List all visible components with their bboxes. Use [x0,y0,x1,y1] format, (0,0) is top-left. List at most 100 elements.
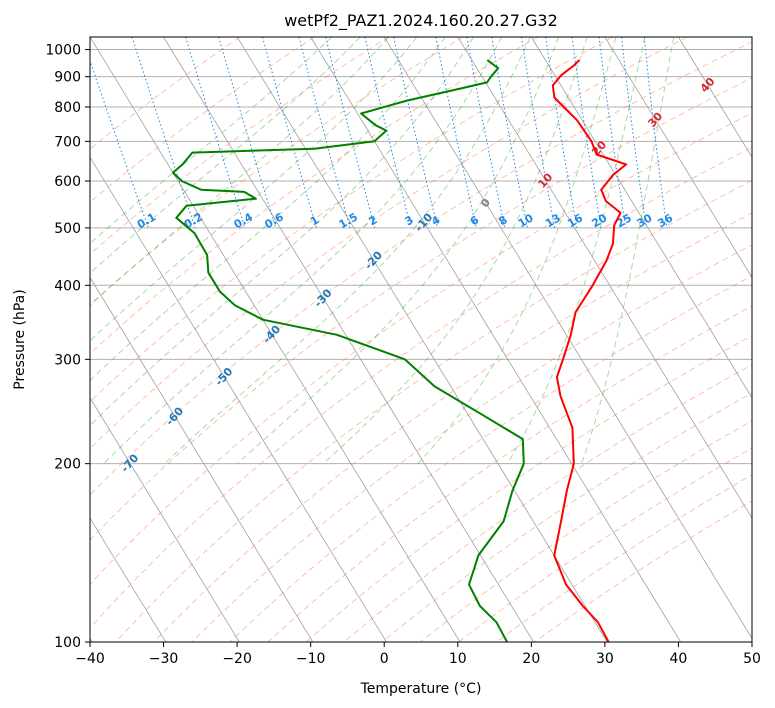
isotherm-label: 0 [478,196,493,211]
isotherm-label: 30 [645,110,665,130]
moist-adiabat [103,37,503,465]
mixing-ratio-line [435,37,477,229]
chart-title: wetPf2_PAZ1.2024.160.20.27.G32 [284,11,558,31]
isotherm-label: -50 [213,365,236,389]
isotherm-line [457,37,752,519]
x-tick-label: −30 [149,651,179,667]
y-tick-label: 1000 [45,43,81,59]
x-tick-label: 0 [380,651,389,667]
dry-adiabat [115,180,752,642]
dry-adiabat [496,474,752,642]
isotherm-label: -90 [27,543,50,567]
isotherm-line [90,517,167,642]
mixing-ratio-label: 8 [497,213,510,228]
dry-adiabat [90,37,539,355]
y-tick-label: 100 [54,635,81,651]
dry-adiabat [90,37,688,450]
isotherm-line [90,37,461,642]
dry-adiabat [153,212,752,642]
isotherm-line [751,37,752,38]
isotherm-label: -40 [260,322,283,346]
mixing-ratio-label: 4 [429,213,442,228]
isotherm-line [90,276,314,642]
mixing-ratio-line [598,37,627,228]
isotherm-label: -70 [118,451,141,475]
y-tick-label: 400 [54,278,81,294]
x-axis: −40 −30 −20 −10 0 10 20 30 40 50 [75,642,761,667]
y-tick-label: 700 [54,134,81,150]
x-tick-label: −20 [222,651,252,667]
x-tick-label: 40 [670,651,688,667]
moist-adiabat [90,37,389,307]
y-tick-label: 500 [54,221,81,237]
mixing-ratio-line [643,37,668,228]
y-tick-label: 200 [54,457,81,473]
mixing-ratio-line [621,37,647,228]
moist-adiabat [90,37,474,427]
dry-adiabat [90,77,752,541]
mixing-ratio-label: 6 [468,213,481,228]
dry-adiabat [90,112,752,586]
y-axis: 100 200 300 400 500 600 700 800 900 1000 [45,43,90,651]
dry-adiabat [381,392,752,642]
x-tick-label: −40 [75,651,105,667]
mixing-ratio-line [131,37,196,229]
dry-adiabat [90,37,241,150]
x-tick-label: 20 [522,651,540,667]
mixing-ratio-line [393,37,438,229]
moist-adiabat [164,37,531,465]
mixing-ratio-line [298,37,351,229]
isotherm-label: 40 [698,75,718,95]
mixing-ratio-line [218,37,277,229]
dry-adiabat [90,37,464,306]
moist-adiabat [90,37,418,342]
mixing-ratio-line [364,37,412,229]
y-tick-label: 600 [54,174,81,190]
isotherm-line [90,156,387,642]
dry-adiabat [191,244,752,642]
temperature-profile [551,59,628,642]
mixing-ratio-line [571,37,602,228]
mixing-ratio-line [491,37,528,228]
dry-adiabat [90,146,752,629]
moist-adiabat [323,37,588,465]
sounding-profiles [171,59,628,642]
dry-adiabat [343,364,752,642]
plot-frame [89,36,753,643]
mixing-ratio-label: 2 [367,213,380,228]
y-tick-label: 800 [54,100,81,116]
isotherm-line [678,37,752,159]
mixing-ratio-line [325,37,376,229]
mixing-ratio-line [262,37,317,229]
y-tick-label: 900 [54,70,81,86]
mixing-ratio-line [545,37,578,228]
y-tick-label: 300 [54,352,81,368]
dry-adiabat [90,41,752,496]
dry-adiabat [458,447,752,642]
isotherm-label: -20 [362,248,385,272]
x-axis-title: Temperature (°C) [360,681,482,697]
dewpoint-profile [171,59,525,642]
isotherm-line [530,37,752,399]
dry-adiabat [90,37,315,203]
mixing-ratio-line [90,59,149,229]
moist-adiabat [90,37,361,274]
dry-adiabat [305,335,752,642]
isotherm-label: -60 [163,404,186,428]
dry-adiabat [90,37,390,255]
mixing-ratio-line [185,37,246,229]
dry-adiabat [90,37,613,403]
isotherm-label: -100 [0,580,4,609]
isotherm-line [90,397,240,642]
background-lines [90,37,752,642]
isotherm-label: -30 [312,286,335,310]
x-tick-label: 30 [596,651,614,667]
isotherm-line [236,37,608,642]
moist-adiabat [90,37,446,382]
isotherm-line [310,37,682,642]
moist-adiabat [90,37,333,245]
y-axis-title: Pressure (hPa) [12,289,28,389]
dry-adiabat [229,275,752,642]
isotherm-line [604,37,752,279]
